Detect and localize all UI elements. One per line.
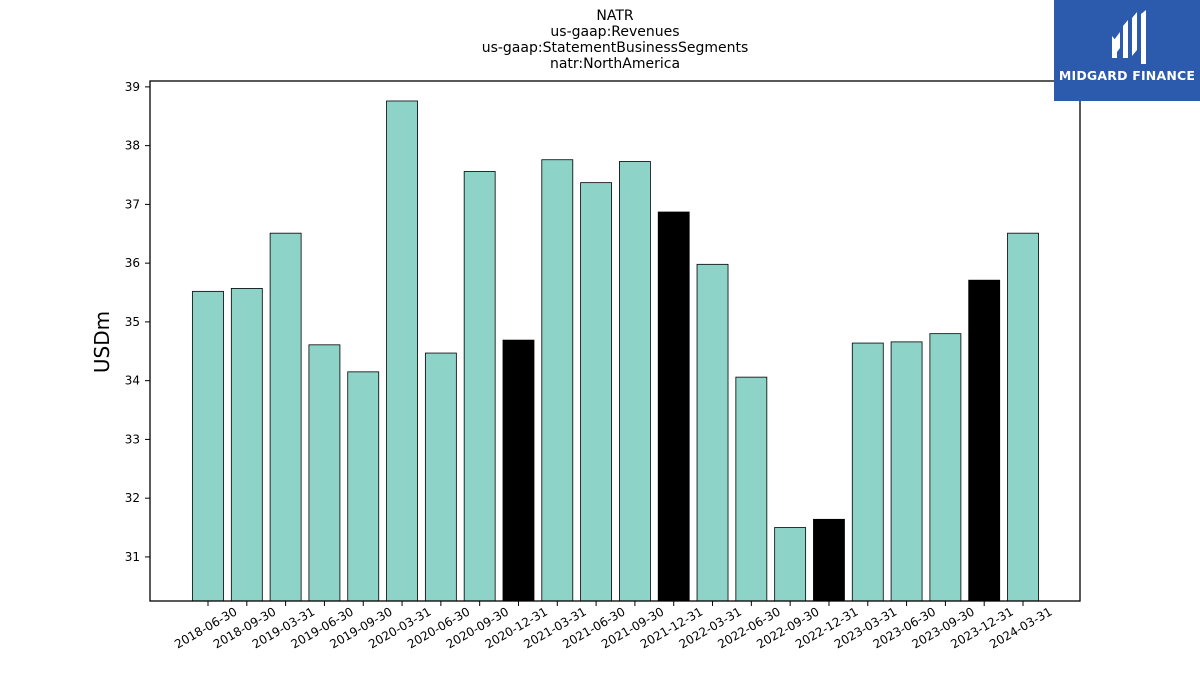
bar-2019-06-30 <box>308 344 341 602</box>
title-line-4: natr:NorthAmerica <box>550 56 680 72</box>
bar-2021-06-30 <box>580 182 612 602</box>
title-line-2: us-gaap:Revenues <box>550 24 679 40</box>
y-tick-label: 34 <box>125 374 140 388</box>
bar-2023-06-30 <box>890 341 923 602</box>
bar-2021-12-31 <box>657 211 690 602</box>
bar-2019-09-30 <box>347 371 380 602</box>
y-tick-label: 33 <box>125 432 140 446</box>
y-tick-label: 37 <box>125 197 140 211</box>
y-tick-label: 38 <box>125 139 140 153</box>
y-axis: 31 32 33 34 35 36 37 38 39 <box>125 80 150 564</box>
y-tick-label: 35 <box>125 315 140 329</box>
logo-text: MIDGARD FINANCE <box>1058 68 1196 83</box>
bar-2019-03-31 <box>269 232 302 602</box>
y-tick-label: 36 <box>125 256 140 270</box>
midgard-logo: MIDGARD FINANCE <box>1054 0 1200 101</box>
x-axis: 2018-06-302018-09-302019-03-312019-06-30… <box>172 601 1055 651</box>
chart-title: NATR us-gaap:Revenues us-gaap:StatementB… <box>482 8 749 72</box>
bar-2022-06-30 <box>735 376 768 602</box>
bar-2020-03-31 <box>386 100 418 602</box>
bar-2021-09-30 <box>619 161 651 602</box>
y-tick-label: 31 <box>125 550 140 564</box>
bar-2018-09-30 <box>230 288 263 602</box>
midgard-logo-icon <box>1112 10 1146 64</box>
bars-group <box>192 100 1039 602</box>
plot-frame <box>149 80 1081 602</box>
y-tick-label: 32 <box>125 491 140 505</box>
y-tick-label: 39 <box>125 80 140 94</box>
bar-2020-06-30 <box>424 352 457 602</box>
title-line-3: us-gaap:StatementBusinessSegments <box>482 40 749 56</box>
bar-2018-06-30 <box>192 290 224 602</box>
bar-2020-09-30 <box>463 171 496 602</box>
bar-2023-03-31 <box>851 342 884 602</box>
bar-2021-03-31 <box>541 159 574 602</box>
bar-2022-09-30 <box>774 527 807 602</box>
bar-2023-12-31 <box>968 279 1001 602</box>
bar-2022-12-31 <box>813 518 845 602</box>
y-axis-label: USDm <box>90 311 114 373</box>
bar-2023-09-30 <box>929 333 962 602</box>
title-line-1: NATR <box>596 8 634 24</box>
bar-2024-03-31 <box>1007 232 1039 602</box>
bar-2020-12-31 <box>502 339 535 602</box>
bar-2022-03-31 <box>696 263 729 602</box>
